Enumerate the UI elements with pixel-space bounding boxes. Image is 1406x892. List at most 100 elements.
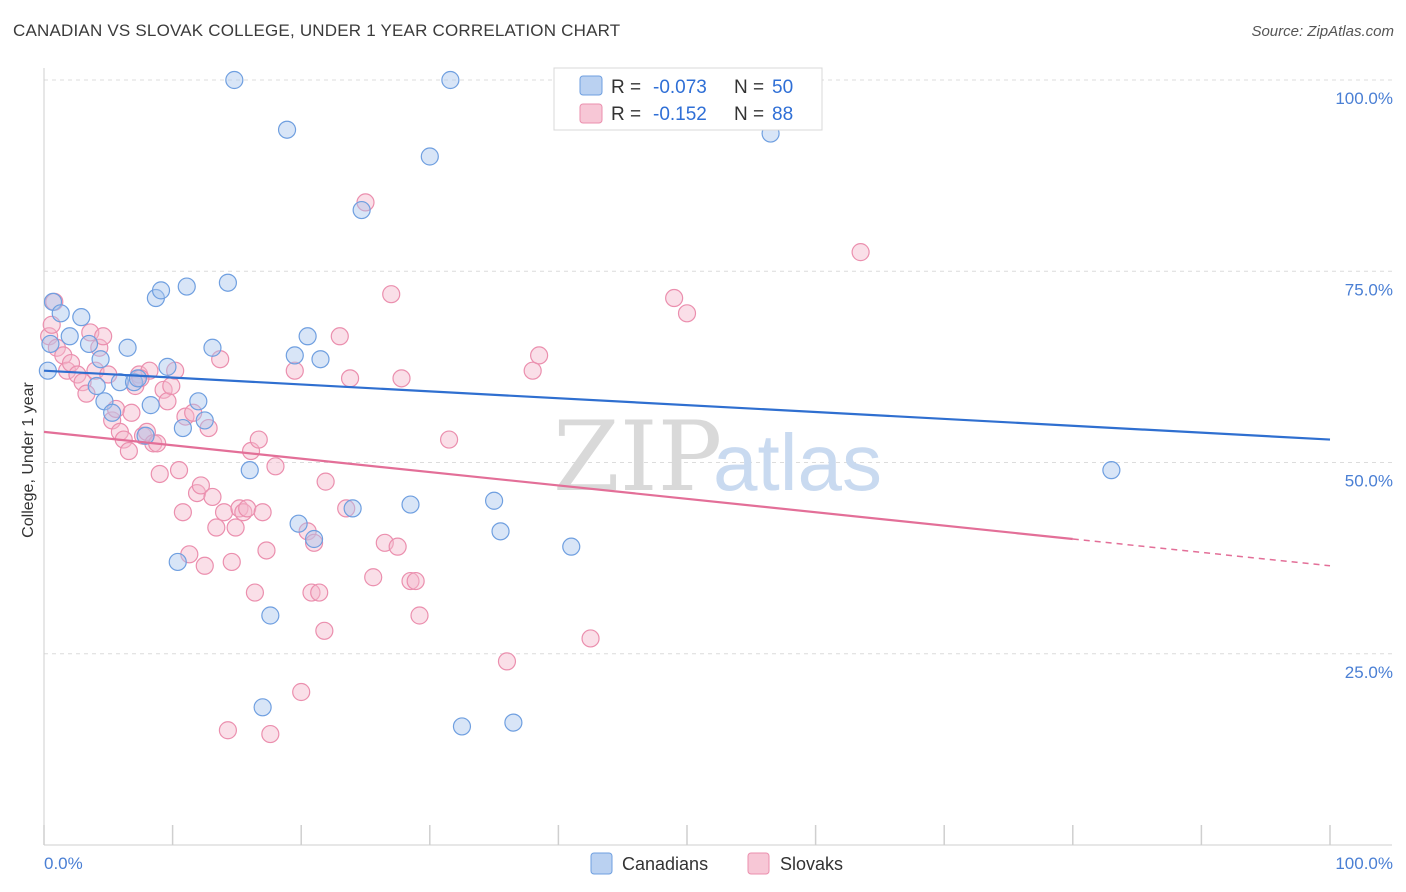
slovaks-point <box>162 376 181 396</box>
y-axis-title: College, Under 1 year <box>20 382 37 538</box>
slovaks-point <box>364 568 383 587</box>
canadians-point <box>452 717 472 736</box>
legend-r-label-slovaks: R = <box>611 104 641 125</box>
slovaks-point <box>315 621 334 640</box>
trendlines <box>43 369 1331 567</box>
slovaks-point <box>340 369 360 388</box>
tick-labels: 100.0% 75.0% 50.0% 25.0% 0.0% 100.0% <box>44 89 1393 873</box>
canadians-point <box>401 495 420 514</box>
y-tick-label: 25.0% <box>1345 663 1393 682</box>
slovaks-point <box>337 499 356 518</box>
slovaks-point <box>316 472 335 491</box>
canadians-point <box>352 200 371 220</box>
y-tick-label: 75.0% <box>1345 280 1393 299</box>
canadians-point <box>51 304 70 323</box>
slovaks-point <box>207 518 226 537</box>
slovaks-point <box>401 571 420 591</box>
legend-n-label-canadians: N = <box>734 77 764 98</box>
slovaks-point <box>410 606 429 625</box>
legend-n-value-slovaks: 88 <box>772 104 793 125</box>
slovaks-point <box>249 430 268 449</box>
canadians-point <box>177 277 196 296</box>
slovaks-point <box>310 583 329 602</box>
canadians-point <box>118 338 137 357</box>
slovaks-point <box>497 652 517 671</box>
canadians-point <box>91 350 110 369</box>
canadians-point <box>285 346 304 365</box>
slovaks-point <box>302 583 321 602</box>
slovaks-point <box>94 327 113 346</box>
bottom-legend-label-slovaks: Slovaks <box>780 854 843 874</box>
slovaks-point <box>191 476 210 495</box>
bottom-legend-swatch-slovaks <box>747 852 770 875</box>
canadians-point <box>218 273 237 292</box>
slovaks-point <box>90 338 109 357</box>
slovaks-point <box>665 288 684 308</box>
slovaks-point <box>214 503 234 522</box>
source-credit: Source: ZipAtlas.com <box>1251 23 1394 40</box>
slovaks-point <box>285 361 304 380</box>
slovaks-point <box>158 392 177 411</box>
legend-n-label-slovaks: N = <box>734 104 764 125</box>
slovaks-point <box>677 304 697 323</box>
slovaks-point <box>257 541 276 560</box>
canadians-point <box>189 392 208 411</box>
slovaks-point <box>581 629 600 648</box>
bottom-legend-swatch-canadians <box>590 852 613 875</box>
canadians-point <box>79 334 99 354</box>
series-canadians-points <box>38 70 1121 736</box>
canadians-point <box>504 713 523 732</box>
slovaks-point <box>304 533 324 552</box>
canadians-point <box>491 522 510 541</box>
canadians-point <box>87 376 106 396</box>
trendline-canadians <box>43 369 1331 441</box>
slovaks-point <box>77 384 96 403</box>
canadians-point <box>253 698 272 717</box>
canadians-point <box>141 396 160 415</box>
canadians-point <box>72 308 91 327</box>
legend-swatch-slovaks <box>579 103 603 124</box>
slovaks-point <box>851 243 870 262</box>
slovaks-point <box>195 556 214 575</box>
watermark-atlas: atlas <box>713 418 882 507</box>
legend-r-value-canadians: -0.073 <box>653 77 707 98</box>
canadians-point <box>261 606 280 625</box>
slovaks-point <box>523 361 542 380</box>
stats-legend: R = -0.073 N = 50 R = -0.152 N = 88 <box>553 67 823 131</box>
chart-title: CANADIAN VS SLOVAK COLLEGE, UNDER 1 YEAR… <box>13 21 621 40</box>
canadians-point <box>420 147 439 166</box>
trendline-slovaks-extension <box>1072 538 1331 567</box>
slovaks-point <box>119 441 138 461</box>
slovaks-point <box>203 487 222 507</box>
slovaks-point <box>173 503 192 522</box>
canadians-point <box>173 418 192 438</box>
canadians-point <box>562 537 581 556</box>
canadians-point <box>441 70 460 90</box>
canadians-point <box>311 350 330 369</box>
canadians-point <box>225 70 244 90</box>
slovaks-point <box>122 403 141 422</box>
slovaks-point <box>169 461 189 480</box>
slovaks-point <box>253 503 272 522</box>
slovaks-point <box>382 285 401 304</box>
legend-r-value-slovaks: -0.152 <box>653 104 707 125</box>
slovaks-point <box>406 571 425 591</box>
slovaks-point <box>388 537 407 556</box>
canadians-point <box>240 461 259 480</box>
slovaks-point <box>222 552 241 572</box>
x-tick-label-max: 100.0% <box>1335 854 1393 873</box>
legend-n-value-canadians: 50 <box>772 77 793 98</box>
slovaks-point <box>226 518 245 537</box>
canadians-point <box>41 334 60 354</box>
canadians-point <box>103 403 122 422</box>
slovaks-point <box>530 346 549 365</box>
slovaks-point <box>292 682 311 702</box>
axes <box>43 68 1392 846</box>
canadians-point <box>343 499 362 518</box>
gridlines <box>44 79 1392 655</box>
slovaks-point <box>238 499 257 518</box>
y-tick-label: 50.0% <box>1345 472 1393 491</box>
canadians-point <box>203 338 222 357</box>
slovaks-point <box>266 457 285 476</box>
slovaks-point <box>392 369 411 388</box>
